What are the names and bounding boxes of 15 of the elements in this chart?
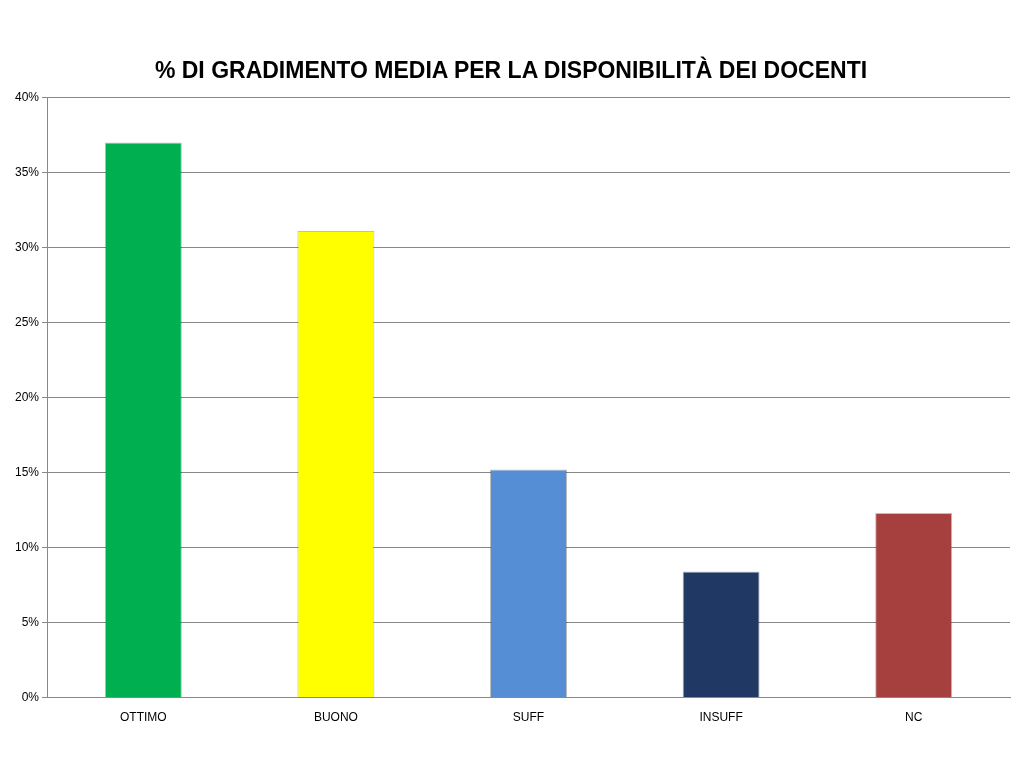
- y-tick-label: 10%: [14, 539, 40, 554]
- y-tick-label: 0%: [21, 689, 40, 704]
- y-tick-label: 15%: [14, 464, 40, 479]
- y-tick-label: 40%: [14, 89, 40, 104]
- y-tick-label: 25%: [14, 314, 40, 329]
- x-tick-label: INSUFF: [699, 710, 743, 725]
- y-tick-label: 20%: [14, 389, 40, 404]
- x-tick-label: NC: [905, 710, 923, 725]
- chart-title: % DI GRADIMENTO MEDIA PER LA DISPONIBILITÀ DEI DOCENTI: [154, 56, 868, 84]
- x-tick-label: OTTIMO: [119, 710, 167, 725]
- x-tick-label: SUFF: [512, 710, 545, 725]
- y-tick-label: 30%: [14, 239, 40, 254]
- x-tick-label: BUONO: [313, 710, 358, 725]
- y-tick-label: 5%: [21, 614, 40, 629]
- y-tick-label: 35%: [14, 164, 40, 179]
